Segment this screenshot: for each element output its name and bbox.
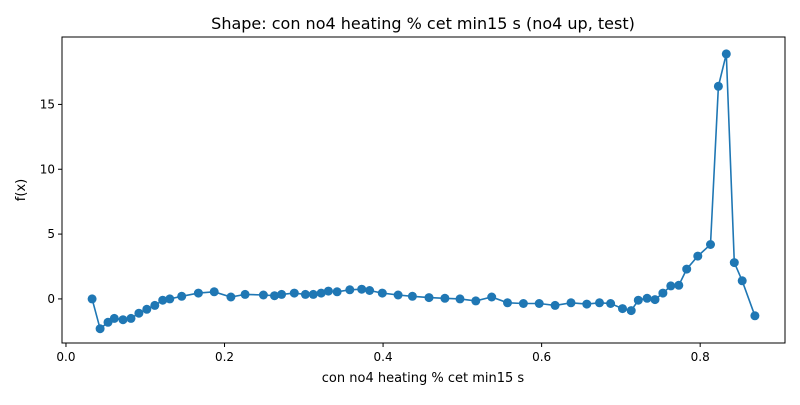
y-tick-label: 0 xyxy=(47,292,55,306)
data-point xyxy=(713,81,723,91)
data-point xyxy=(606,299,616,308)
data-point xyxy=(618,304,627,314)
data-point xyxy=(633,295,643,305)
data-point xyxy=(258,290,268,300)
plot-frame xyxy=(61,36,786,344)
data-point xyxy=(316,288,326,298)
data-point xyxy=(626,306,636,316)
data-point xyxy=(300,289,310,299)
data-point xyxy=(737,276,747,286)
y-tick-label: 5 xyxy=(47,227,55,241)
data-point xyxy=(595,298,604,308)
data-point xyxy=(440,293,450,303)
x-tick-label: 0.2 xyxy=(215,350,234,364)
data-point xyxy=(674,280,684,290)
data-point xyxy=(407,291,417,301)
data-point xyxy=(357,284,367,294)
data-point xyxy=(150,300,160,310)
data-point xyxy=(308,289,318,299)
data-point xyxy=(142,304,152,314)
data-point xyxy=(109,313,119,323)
data-point xyxy=(289,288,299,298)
data-point xyxy=(658,288,668,298)
data-point xyxy=(277,289,287,299)
data-point xyxy=(332,287,342,297)
data-point xyxy=(134,308,144,318)
data-point xyxy=(642,293,652,303)
data-point xyxy=(534,299,544,308)
data-point xyxy=(270,291,279,301)
data-point xyxy=(226,292,236,302)
data-point xyxy=(209,287,219,297)
data-point xyxy=(240,289,250,299)
x-tick-label: 0.0 xyxy=(56,350,75,364)
x-tick-label: 0.4 xyxy=(374,350,393,364)
data-point xyxy=(177,291,187,301)
data-point xyxy=(518,299,528,308)
data-point xyxy=(126,313,136,323)
x-tick-label: 0.6 xyxy=(532,350,551,364)
series-markers xyxy=(87,49,760,334)
data-point xyxy=(393,290,403,300)
data-point xyxy=(582,299,592,309)
x-axis-label: con no4 heating % cet min15 s xyxy=(322,371,525,386)
data-point xyxy=(682,264,692,274)
data-point xyxy=(503,298,512,308)
data-point xyxy=(487,292,497,302)
y-axis-label: f(x) xyxy=(14,179,29,201)
data-point xyxy=(377,288,387,298)
data-point xyxy=(729,258,739,268)
data-point xyxy=(365,286,375,295)
data-point xyxy=(95,324,105,334)
chart-title: Shape: con no4 heating % cet min15 s (no… xyxy=(211,14,635,33)
data-point xyxy=(118,315,128,325)
data-point xyxy=(471,296,481,306)
y-tick-label: 10 xyxy=(40,162,55,176)
data-point xyxy=(721,49,731,59)
y-tick-label: 15 xyxy=(40,97,55,111)
data-point xyxy=(323,286,333,296)
data-point xyxy=(193,288,203,298)
data-point xyxy=(693,251,703,261)
data-point xyxy=(650,295,660,305)
data-point xyxy=(345,285,355,295)
data-point xyxy=(566,298,576,308)
data-point xyxy=(165,294,175,304)
x-tick-label: 0.8 xyxy=(691,350,710,364)
y-axis: 0 5 10 15 xyxy=(40,97,62,306)
data-point xyxy=(424,293,434,303)
data-point xyxy=(455,294,465,304)
data-point xyxy=(550,300,560,310)
data-point xyxy=(158,295,168,305)
data-point xyxy=(666,281,676,291)
data-point xyxy=(750,311,760,321)
data-point xyxy=(706,240,715,249)
x-axis: 0.0 0.2 0.4 0.6 0.8 xyxy=(56,343,710,364)
data-point xyxy=(87,294,97,304)
